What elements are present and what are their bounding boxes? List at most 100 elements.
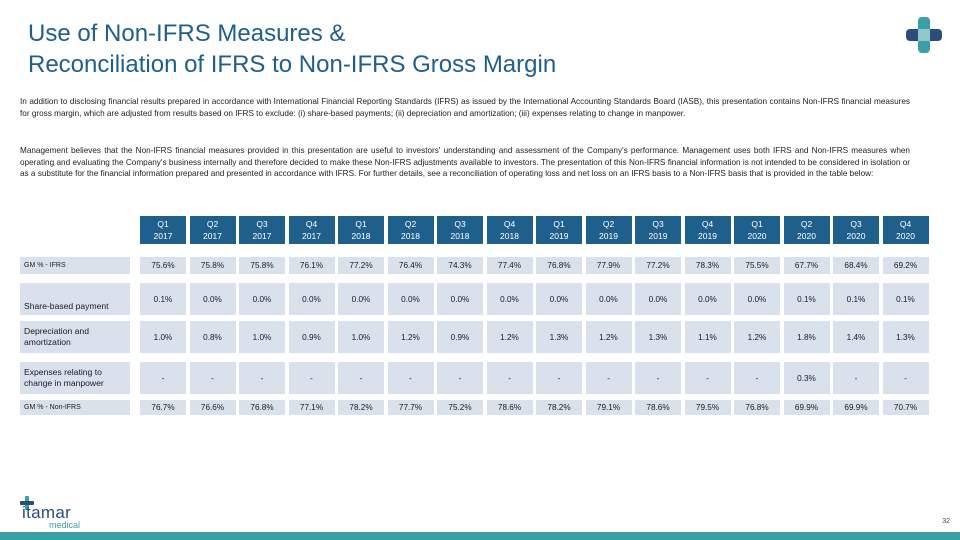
table-cell: 1.2%	[387, 321, 434, 353]
column-quarter: Q1	[355, 219, 367, 229]
column-header: Q4 2018	[486, 216, 533, 244]
column-quarter: Q3	[256, 219, 268, 229]
table-cell: 69.2%	[882, 257, 929, 274]
table-cell: 79.5%	[684, 400, 731, 415]
table-cell: 0.0%	[437, 283, 483, 315]
table-cell: 78.2%	[338, 400, 384, 415]
table-cell: 78.2%	[536, 400, 582, 415]
table-cell: 1.0%	[140, 321, 186, 353]
column-header: Q1 2017	[140, 216, 186, 244]
column-quarter: Q4	[305, 219, 318, 229]
table-cell: 0.0%	[734, 283, 780, 315]
table-cell: 77.2%	[635, 257, 681, 274]
table-cell: 76.7%	[140, 400, 186, 415]
table-cell: 69.9%	[783, 400, 830, 415]
column-year: 2017	[252, 231, 272, 241]
table-cell: 1.2%	[734, 321, 780, 353]
column-year: 2019	[698, 231, 717, 241]
table-cell: 0.8%	[189, 321, 236, 353]
column-year: 2017	[203, 231, 222, 241]
column-year: 2020	[747, 231, 767, 241]
column-header: Q3 2019	[635, 216, 681, 244]
table-cell: 0.1%	[140, 283, 186, 315]
table-cell: -	[437, 362, 483, 394]
column-year: 2019	[549, 231, 569, 241]
row-label: Depreciation and amortization	[20, 321, 130, 353]
table-cell: 69.9%	[833, 400, 879, 415]
column-header: Q1 2020	[734, 216, 780, 244]
column-year: 2018	[450, 231, 470, 241]
table-cell: 77.2%	[338, 257, 384, 274]
table-cell: -	[882, 362, 929, 394]
table-cell: 68.4%	[833, 257, 879, 274]
column-header: Q2 2017	[189, 216, 236, 244]
column-year: 2018	[401, 231, 420, 241]
table-cell: -	[140, 362, 186, 394]
table-cell: 0.0%	[189, 283, 236, 315]
column-header: Q2 2020	[783, 216, 830, 244]
company-cross-logo-icon	[906, 17, 942, 53]
column-year: 2020	[797, 231, 816, 241]
table-cell: 77.7%	[387, 400, 434, 415]
slide-title: Use of Non-IFRS Measures & Reconciliatio…	[28, 18, 828, 80]
table-cell: 75.6%	[140, 257, 186, 274]
column-quarter: Q1	[553, 219, 565, 229]
table-cell: 1.0%	[338, 321, 384, 353]
table-cell: 0.0%	[536, 283, 582, 315]
table-cell: 74.3%	[437, 257, 483, 274]
table-cell: 76.1%	[288, 257, 335, 274]
table-cell: 0.9%	[437, 321, 483, 353]
column-year: 2019	[599, 231, 618, 241]
table-cell: 1.1%	[684, 321, 731, 353]
column-year: 2020	[896, 231, 915, 241]
management-paragraph: Management believes that the Non-IFRS fi…	[20, 146, 910, 179]
column-header: Q4 2017	[288, 216, 335, 244]
table-cell: 1.3%	[536, 321, 582, 353]
table-cell: 75.5%	[734, 257, 780, 274]
column-quarter: Q2	[404, 219, 417, 229]
column-year: 2017	[153, 231, 173, 241]
table-cell: 78.6%	[635, 400, 681, 415]
row-label: Expenses relating to change in manpower	[20, 362, 130, 394]
column-year: 2020	[846, 231, 866, 241]
column-quarter: Q4	[701, 219, 714, 229]
table-cell: -	[635, 362, 681, 394]
table-cell: -	[189, 362, 236, 394]
table-cell: -	[387, 362, 434, 394]
table-cell: 0.0%	[338, 283, 384, 315]
table-cell: 1.2%	[585, 321, 632, 353]
table-cell: -	[585, 362, 632, 394]
table-cell: 0.0%	[635, 283, 681, 315]
table-cell: 1.8%	[783, 321, 830, 353]
column-header: Q3 2018	[437, 216, 483, 244]
page-number: 32	[942, 518, 950, 525]
table-cell: 75.8%	[239, 257, 285, 274]
table-cell: -	[536, 362, 582, 394]
table-cell: 67.7%	[783, 257, 830, 274]
column-header: Q4 2019	[684, 216, 731, 244]
row-label: GM % - Non-IFRS	[20, 400, 130, 415]
column-quarter: Q3	[652, 219, 664, 229]
column-quarter: Q3	[454, 219, 466, 229]
table-cell: 0.0%	[684, 283, 731, 315]
table-cell: 75.2%	[437, 400, 483, 415]
table-cell: -	[338, 362, 384, 394]
table-cell: 0.0%	[585, 283, 632, 315]
column-header: Q1 2018	[338, 216, 384, 244]
table-cell: 76.8%	[734, 400, 780, 415]
column-header: Q2 2018	[387, 216, 434, 244]
table-cell: 1.3%	[882, 321, 929, 353]
table-cell: -	[239, 362, 285, 394]
slide-title-line-1: Use of Non-IFRS Measures &	[28, 20, 346, 47]
table-cell: 0.9%	[288, 321, 335, 353]
table-cell: 76.8%	[239, 400, 285, 415]
table-cell: 1.4%	[833, 321, 879, 353]
column-quarter: Q1	[751, 219, 763, 229]
table-cell: 76.6%	[189, 400, 236, 415]
row-label: GM % - IFRS	[20, 257, 130, 274]
table-cell: 0.0%	[288, 283, 335, 315]
column-quarter: Q4	[503, 219, 516, 229]
table-cell: -	[288, 362, 335, 394]
table-cell: 1.2%	[486, 321, 533, 353]
table-cell: 76.8%	[536, 257, 582, 274]
